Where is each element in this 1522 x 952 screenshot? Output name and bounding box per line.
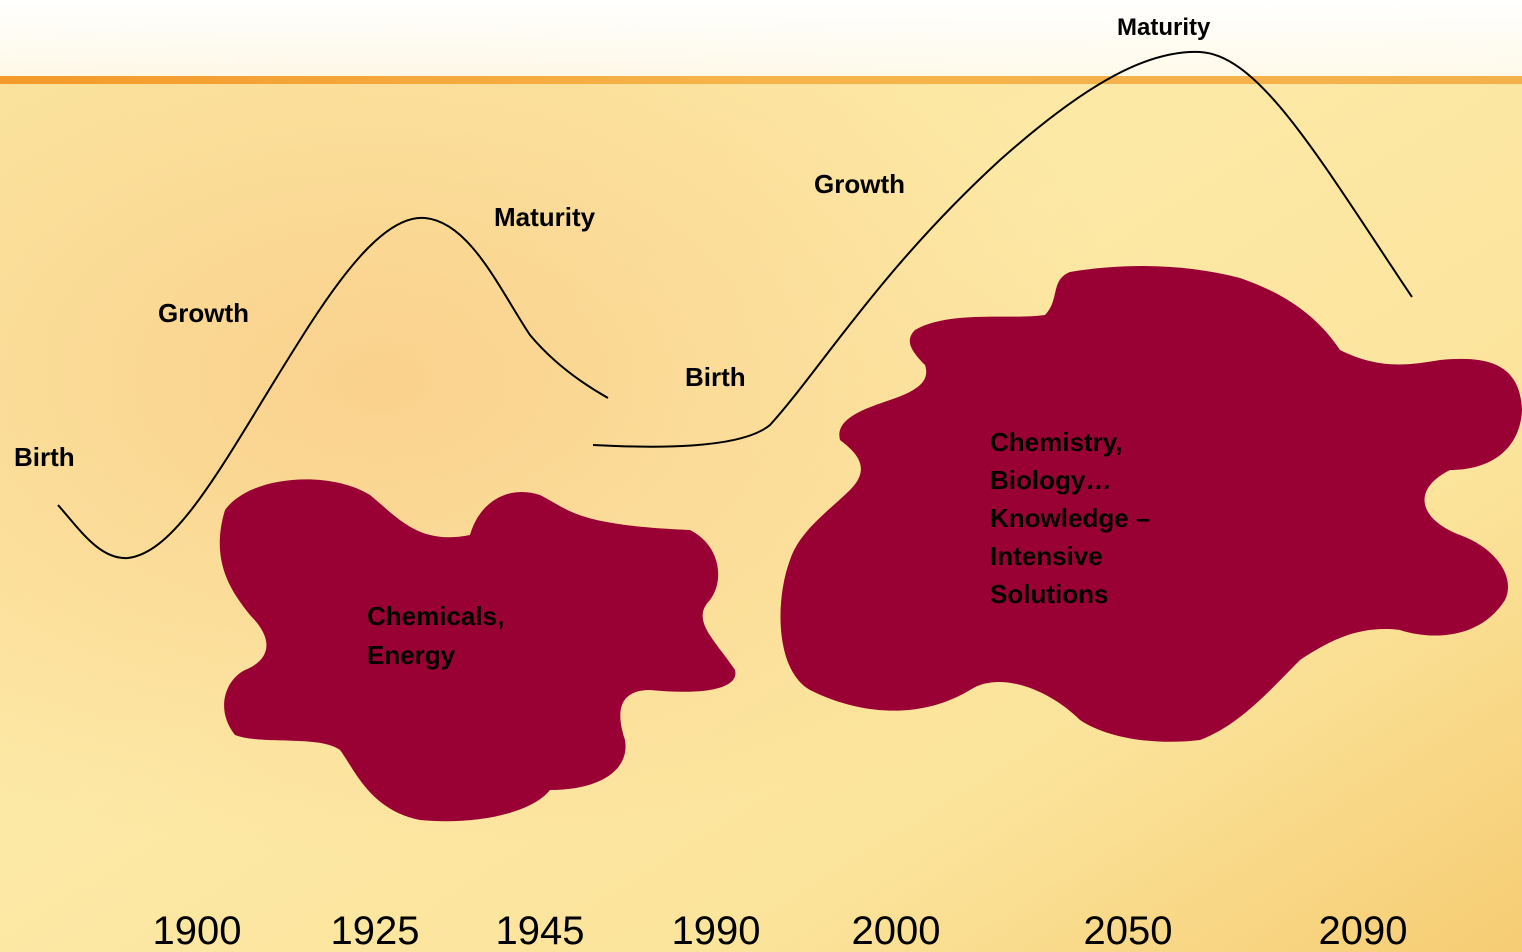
phase-label: Growth [158, 298, 249, 328]
blob-text: Chemistry, [990, 427, 1122, 457]
slide: Birth Growth Maturity Birth Growth Matur… [0, 0, 1522, 952]
blob-text: Solutions [990, 579, 1108, 609]
blob-text: Biology… [990, 465, 1111, 495]
header-band [0, 76, 1522, 84]
phase-label: Maturity [1117, 14, 1211, 41]
year-label: 2050 [1084, 909, 1173, 952]
blob-text: Intensive [990, 541, 1103, 571]
phase-label: Growth [814, 169, 905, 199]
year-label: 1945 [496, 909, 585, 952]
year-label: 1990 [672, 909, 761, 952]
blob-text: Knowledge – [990, 503, 1150, 533]
phase-label: Maturity [494, 202, 596, 232]
blob-text: Energy [367, 640, 456, 670]
header-area [0, 0, 1522, 78]
phase-label: Birth [685, 362, 746, 392]
blob-text: Chemicals, [367, 601, 504, 631]
year-label: 2090 [1319, 909, 1408, 952]
year-label: 1900 [153, 909, 242, 952]
year-label: 1925 [331, 909, 420, 952]
phase-label: Birth [14, 442, 75, 472]
year-label: 2000 [852, 909, 941, 952]
